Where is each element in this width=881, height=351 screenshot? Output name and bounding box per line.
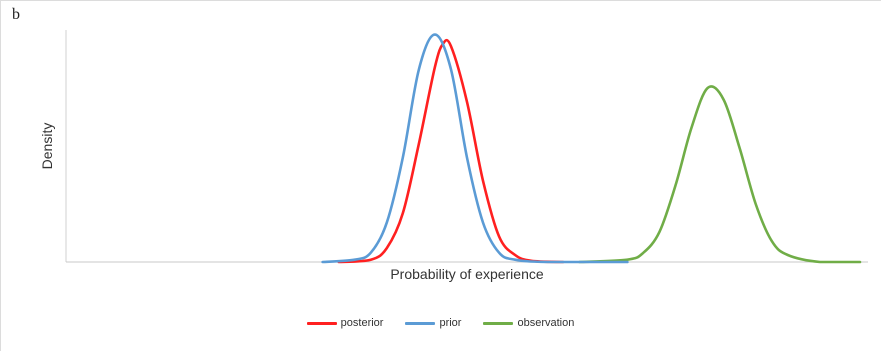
legend-item-prior: prior [405,317,461,329]
legend-label-posterior: posterior [340,317,384,329]
series-line-posterior [337,38,565,264]
chart-legend: posterior prior observation [0,317,881,329]
legend-label-prior: prior [439,317,462,329]
legend-swatch-observation [483,321,514,325]
series-line-prior [321,33,629,264]
legend-label-observation: observation [517,317,575,329]
y-axis-label: Density [39,123,55,170]
legend-item-posterior: posterior [306,317,384,329]
legend-swatch-posterior [306,321,337,325]
x-axis-label: Probability of experience [390,266,544,282]
series-layer [321,33,862,264]
panel-label: b [12,6,20,23]
legend-item-observation: observation [483,317,574,329]
legend-swatch-prior [405,321,436,325]
series-line-observation [578,85,862,264]
